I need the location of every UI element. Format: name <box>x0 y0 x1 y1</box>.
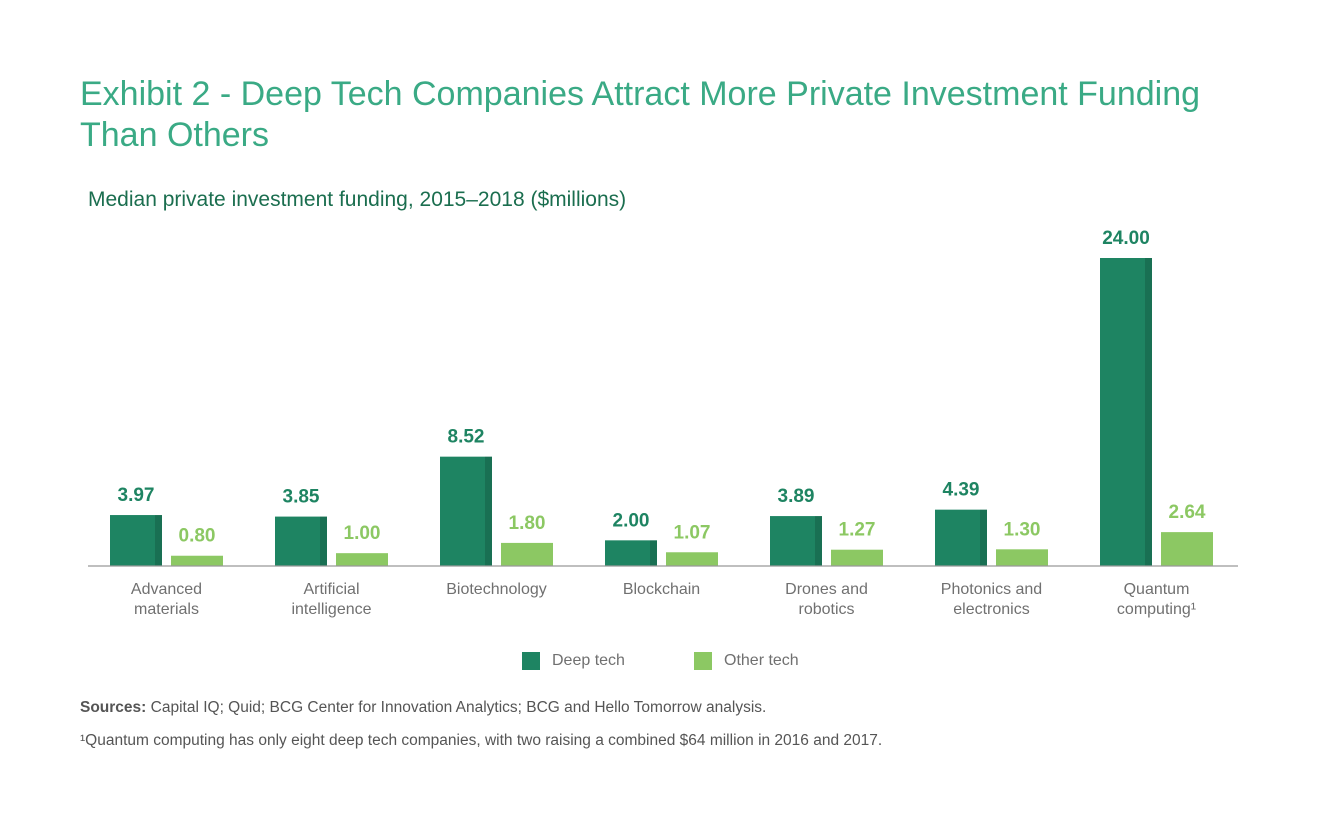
bar-shade <box>155 515 162 566</box>
bar <box>440 456 492 566</box>
chart-subtitle: Median private investment funding, 2015–… <box>88 188 627 211</box>
bar-shade <box>485 456 492 566</box>
sources-text: Capital IQ; Quid; BCG Center for Innovat… <box>150 699 767 716</box>
value-label: 2.00 <box>613 510 650 531</box>
x-tick-label: Blockchain <box>622 581 701 598</box>
bar-shade <box>815 516 822 566</box>
sources: Sources: Capital IQ; Quid; BCG Center fo… <box>80 699 766 717</box>
x-tick-label: Quantum computing¹ <box>1116 581 1197 618</box>
value-label: 3.85 <box>283 487 320 508</box>
bar <box>605 540 657 566</box>
bar-shade <box>1145 258 1152 566</box>
legend-swatch <box>694 652 712 670</box>
bar <box>935 509 987 566</box>
value-label: 1.80 <box>509 513 546 534</box>
legend-item: Other tech <box>694 652 799 670</box>
value-label: 3.97 <box>118 485 155 506</box>
bar-shade <box>320 516 327 566</box>
value-label: 3.89 <box>778 486 815 507</box>
bar <box>996 549 1048 566</box>
bar <box>1161 532 1213 566</box>
legend-label: Other tech <box>724 652 799 669</box>
sources-label: Sources: <box>80 699 147 716</box>
x-tick-label: Advanced materials <box>130 581 203 618</box>
value-label: 1.07 <box>674 522 711 543</box>
value-label: 4.39 <box>943 480 980 501</box>
value-label: 1.27 <box>839 520 876 541</box>
bar <box>1100 258 1152 566</box>
value-label: 24.00 <box>1102 228 1150 249</box>
value-label: 0.80 <box>179 526 216 547</box>
chart-title: Exhibit 2 - Deep Tech Companies Attract … <box>80 75 1201 154</box>
x-tick-label: Artificial intelligence <box>291 581 372 618</box>
x-tick-label: Drones and robotics <box>785 581 868 618</box>
legend-item: Deep tech <box>522 652 625 670</box>
bar <box>275 516 327 566</box>
bar <box>171 555 223 566</box>
x-tick-label: Biotechnology <box>446 581 547 598</box>
bar-shade <box>980 509 987 566</box>
value-label: 8.52 <box>448 427 485 448</box>
bar <box>336 553 388 566</box>
bar <box>770 516 822 566</box>
value-label: 1.30 <box>1004 519 1041 540</box>
x-tick-label: Photonics and electronics <box>940 581 1043 618</box>
legend-swatch <box>522 652 540 670</box>
bar <box>831 549 883 566</box>
bar <box>501 542 553 566</box>
bar <box>666 552 718 566</box>
value-label: 2.64 <box>1169 502 1206 523</box>
value-label: 1.00 <box>344 523 381 544</box>
footnote: ¹Quantum computing has only eight deep t… <box>80 732 883 749</box>
legend-label: Deep tech <box>552 652 625 669</box>
bar <box>110 515 162 566</box>
bar-shade <box>650 540 657 566</box>
